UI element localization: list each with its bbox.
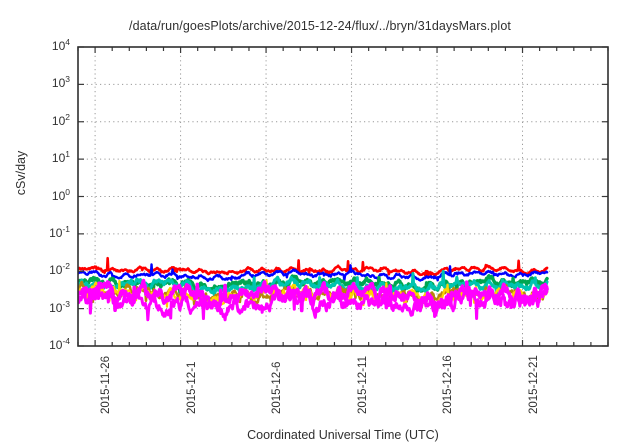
data-series-series-red [78,256,549,278]
data-series-series-magenta-low [78,284,549,322]
data-series-series-teal [78,269,549,299]
plot-frame [77,46,609,347]
axes-frame [77,46,609,347]
page-title: /data/run/goesPlots/archive/2015-12-24/f… [129,19,511,33]
x-axis-label: Coordinated Universal Time (UTC) [247,428,439,442]
data-series-layer [78,256,549,322]
data-series-series-blue [78,263,549,283]
